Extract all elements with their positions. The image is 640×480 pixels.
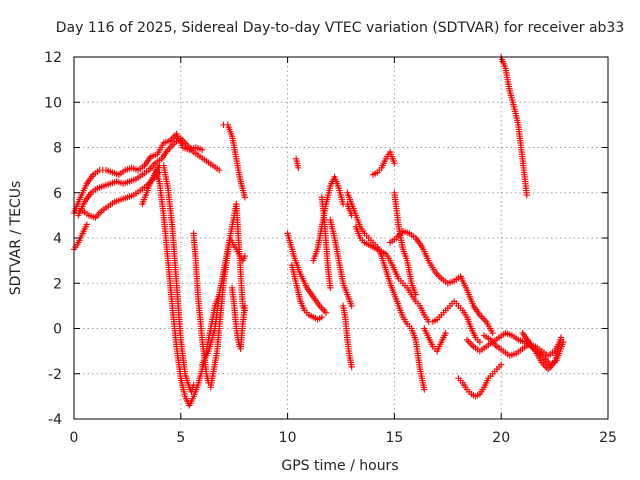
series-track-06 [151, 166, 223, 409]
x-tick-label: 15 [385, 430, 403, 446]
y-tick-label: 8 [53, 141, 62, 157]
series-track-20 [327, 216, 355, 310]
x-tick-label: 20 [492, 430, 510, 446]
marker-plus [455, 361, 505, 400]
series-track-23 [421, 325, 449, 355]
marker-plus [519, 329, 565, 373]
x-axis-label: GPS time / hours [281, 458, 398, 474]
series-track-02 [75, 135, 223, 219]
marker-plus [190, 230, 212, 386]
marker-plus [391, 189, 419, 298]
marker-plus [220, 121, 249, 201]
series-track-16 [344, 189, 428, 393]
marker-plus [75, 135, 223, 219]
marker-plus [327, 216, 355, 310]
marker-plus [344, 189, 428, 393]
y-axis-label: SDTVAR / TECUs [8, 181, 24, 296]
series-track-12 [228, 284, 249, 353]
y-tick-label: 4 [53, 231, 62, 247]
series-track-09 [207, 234, 249, 391]
x-tick-label: 5 [176, 430, 185, 446]
axis-ticks: 0 5 10 15 20 25 -4 -2 0 2 4 6 8 10 12 [44, 50, 617, 446]
series-track-05 [139, 162, 197, 396]
marker-plus [233, 200, 249, 314]
marker-plus [421, 325, 449, 355]
y-tick-label: 2 [53, 276, 62, 292]
series-track-17 [352, 223, 484, 346]
series-track-18 [386, 228, 496, 337]
series-track-30 [284, 230, 330, 316]
series-track-24 [455, 361, 505, 400]
x-tick-label: 10 [279, 430, 297, 446]
chart-title: Day 116 of 2025, Sidereal Day-to-day VTE… [56, 20, 625, 36]
marker-plus [386, 228, 496, 337]
y-tick-label: 12 [44, 50, 62, 66]
marker-plus [207, 234, 249, 391]
marker-plus [288, 261, 325, 323]
marker-plus [228, 284, 249, 353]
series-track-19 [369, 148, 398, 178]
x-tick-label: 0 [70, 430, 79, 446]
y-tick-label: -4 [48, 412, 62, 428]
y-tick-label: 6 [53, 186, 62, 202]
x-tick-label: 25 [599, 430, 617, 446]
marker-plus [352, 223, 484, 346]
marker-plus [292, 155, 302, 172]
marker-plus [339, 302, 355, 371]
marker-plus [369, 148, 398, 178]
series-track-13 [288, 261, 325, 323]
marker-plus [284, 230, 330, 316]
y-tick-label: 0 [53, 322, 62, 338]
series-track-07 [190, 230, 212, 386]
series-track-22 [391, 189, 419, 298]
marker-plus [139, 162, 197, 396]
y-tick-label: 10 [44, 95, 62, 111]
series-track-21 [339, 302, 355, 371]
y-tick-label: -2 [48, 367, 62, 383]
series-track-10 [220, 121, 249, 201]
series-track-11 [233, 200, 249, 314]
series-track-15 [292, 155, 302, 172]
series-track-29 [318, 194, 334, 291]
series-track-28 [519, 329, 565, 373]
marker-plus [318, 194, 334, 291]
marker-plus [151, 166, 223, 409]
data-marks [70, 53, 567, 409]
